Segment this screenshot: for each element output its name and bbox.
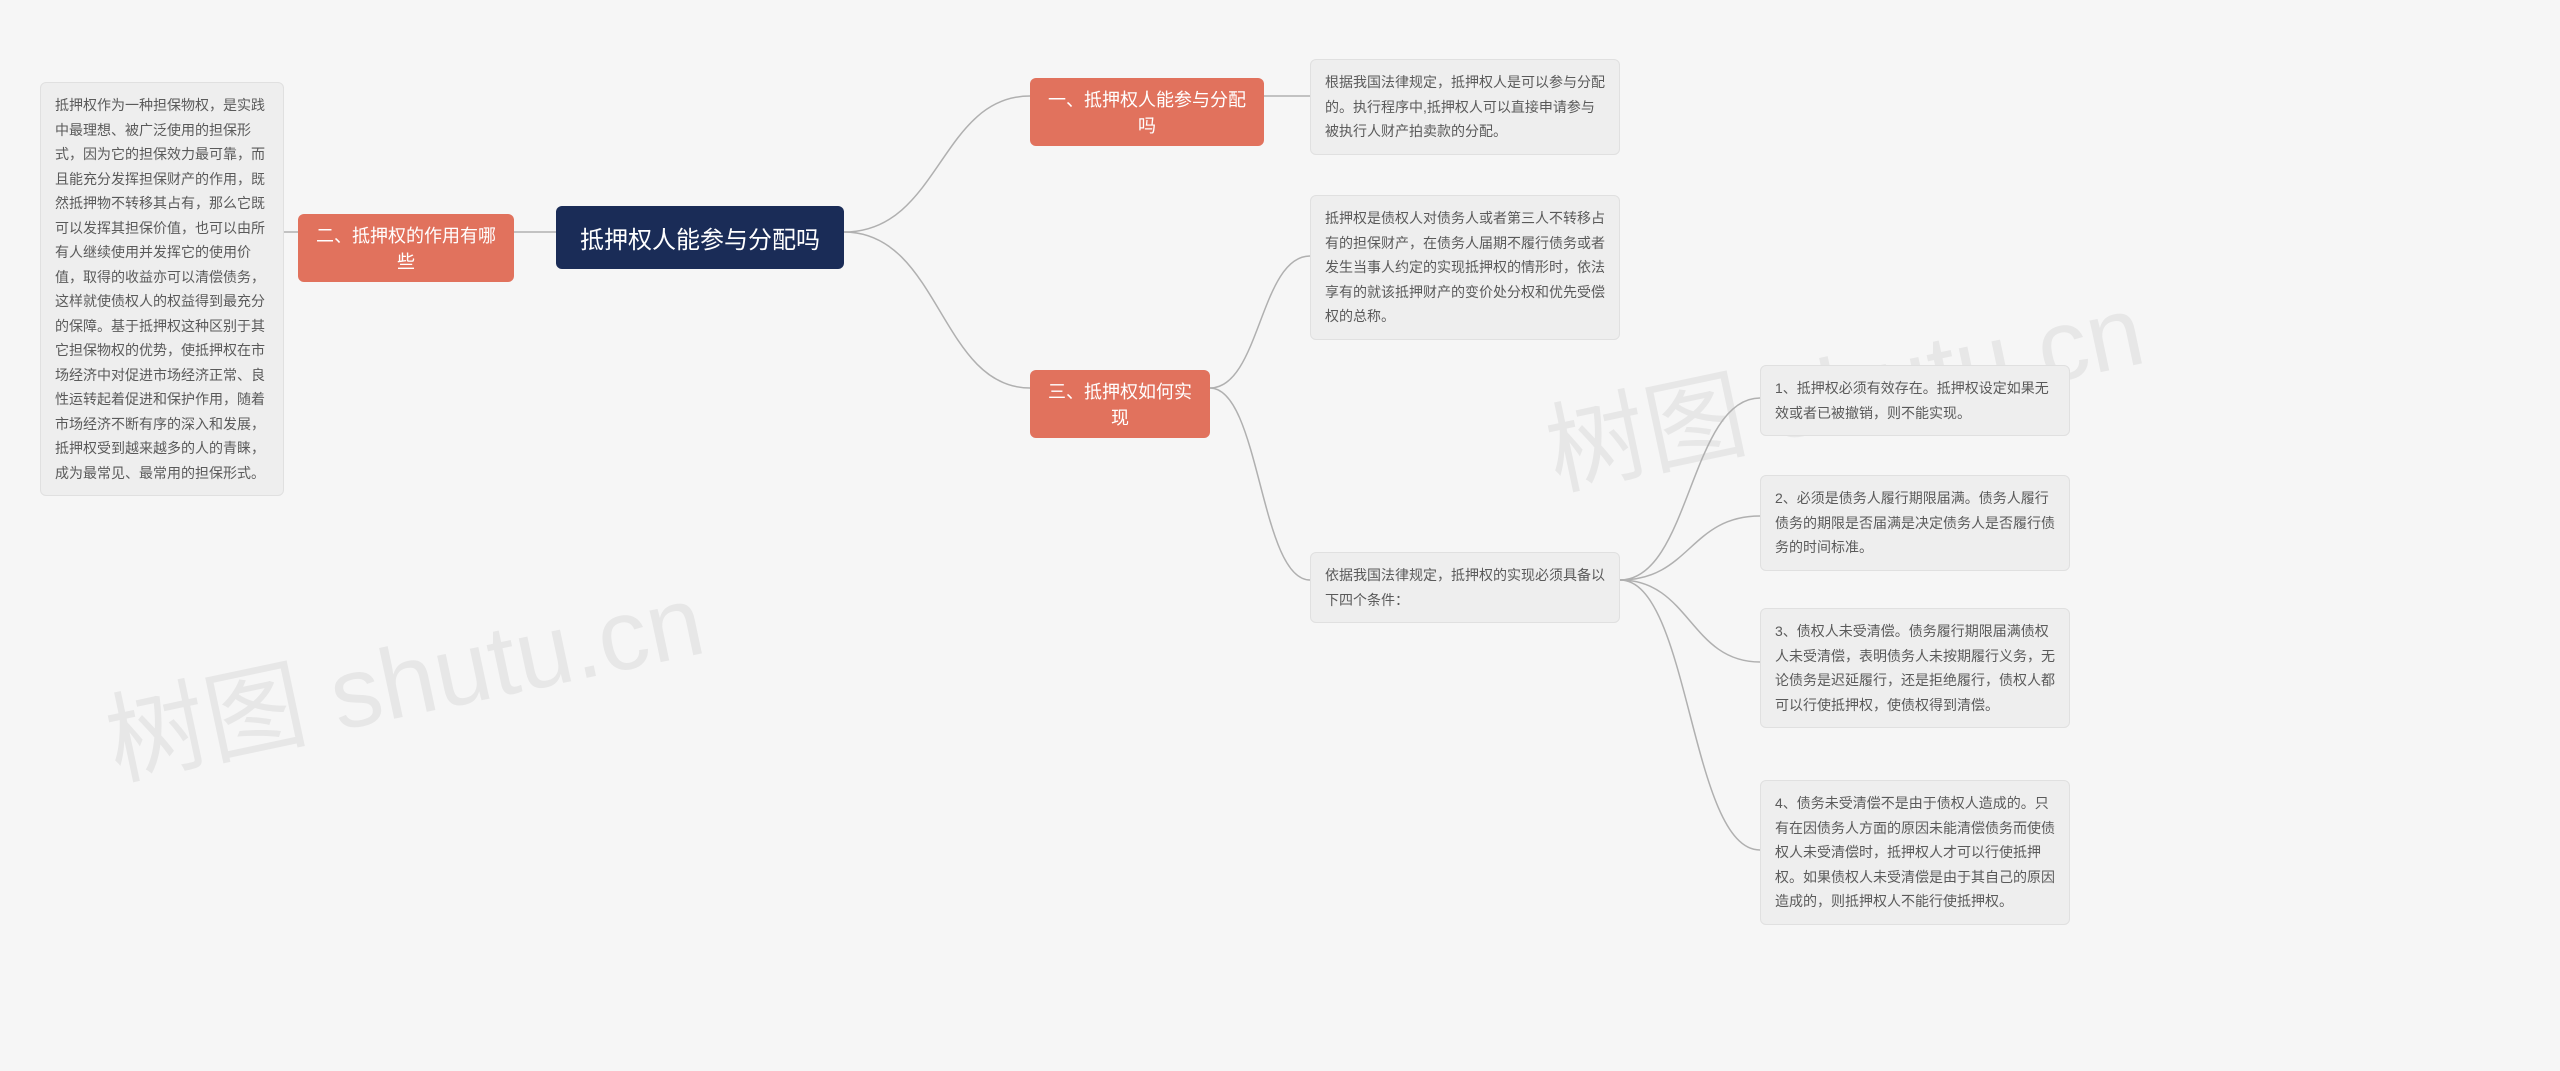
condition-2: 2、必须是债务人履行期限届满。债务人履行债务的期限是否届满是决定债务人是否履行债… — [1760, 475, 2070, 571]
condition-1: 1、抵押权必须有效存在。抵押权设定如果无效或者已被撤销，则不能实现。 — [1760, 365, 2070, 436]
branch-one-leaf: 根据我国法律规定，抵押权人是可以参与分配的。执行程序中,抵押权人可以直接申请参与… — [1310, 59, 1620, 155]
connector-layer — [0, 0, 2560, 1071]
branch-one[interactable]: 一、抵押权人能参与分配吗 — [1030, 78, 1264, 146]
branch-two[interactable]: 二、抵押权的作用有哪些 — [298, 214, 514, 282]
watermark: 树图 shutu.cn — [92, 539, 715, 807]
condition-3: 3、债权人未受清偿。债务履行期限届满债权人未受清偿，表明债务人未按期履行义务，无… — [1760, 608, 2070, 728]
branch-three-leaf-1: 抵押权是债权人对债务人或者第三人不转移占有的担保财产，在债务人届期不履行债务或者… — [1310, 195, 1620, 340]
branch-three[interactable]: 三、抵押权如何实现 — [1030, 370, 1210, 438]
branch-two-leaf: 抵押权作为一种担保物权，是实践中最理想、被广泛使用的担保形式，因为它的担保效力最… — [40, 82, 284, 496]
mindmap-root[interactable]: 抵押权人能参与分配吗 — [556, 206, 844, 269]
condition-4: 4、债务未受清偿不是由于债权人造成的。只有在因债务人方面的原因未能清偿债务而使债… — [1760, 780, 2070, 925]
branch-three-leaf-2: 依据我国法律规定，抵押权的实现必须具备以下四个条件： — [1310, 552, 1620, 623]
